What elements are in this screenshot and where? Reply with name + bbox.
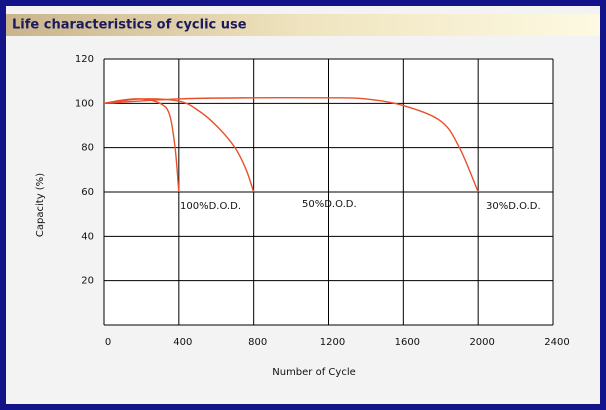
header-bar: [6, 14, 600, 36]
x-tick-label: 2000: [469, 337, 494, 348]
y-tick-label: 100: [75, 98, 94, 109]
x-tick-label: 1600: [395, 337, 420, 348]
series-label: 50%D.O.D.: [302, 199, 357, 210]
x-tick-label: 400: [173, 337, 192, 348]
y-tick-label: 40: [81, 231, 94, 242]
x-tick-label: 0: [105, 337, 111, 348]
chart-title: Life characteristics of cyclic use: [12, 18, 247, 33]
x-tick-label: 1200: [320, 337, 345, 348]
y-tick-label: 80: [81, 143, 94, 154]
x-tick-label: 2400: [544, 337, 569, 348]
series-label: 100%D.O.D.: [180, 201, 241, 212]
y-tick-label: 60: [81, 187, 94, 198]
y-axis-title: Capacity (%): [35, 173, 46, 237]
series-line: [103, 98, 255, 193]
series-label: 30%D.O.D.: [486, 201, 541, 212]
y-tick-label: 20: [81, 276, 94, 287]
x-axis-title: Number of Cycle: [272, 367, 356, 378]
series-line: [103, 96, 479, 193]
x-tick-label: 800: [248, 337, 267, 348]
y-tick-label: 120: [75, 54, 94, 65]
